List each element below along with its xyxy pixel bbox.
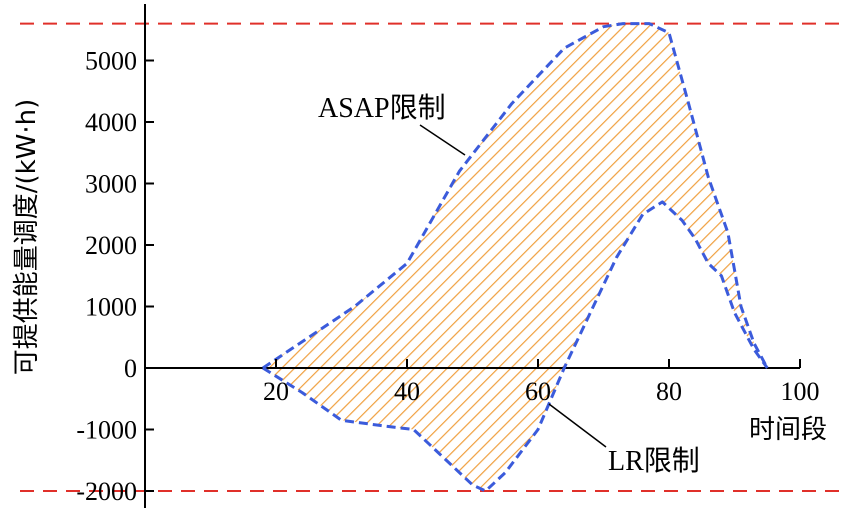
axes (144, 4, 800, 508)
y-tick-label: 4000 (85, 108, 137, 137)
y-tick-label: 0 (124, 354, 137, 383)
y-axis-title: 可提供能量调度/(kW·h) (12, 99, 42, 376)
x-axis-title: 时间段 (749, 415, 827, 445)
lr-leader-line (548, 403, 607, 448)
hatched-area (262, 23, 768, 491)
labels: 可提供能量调度/(kW·h) 时间段 ASAP限制 LR限制 (12, 92, 827, 477)
y-tick-label: -1000 (76, 416, 137, 445)
x-tick-label: 100 (781, 377, 820, 406)
annotation-lr: LR限制 (608, 445, 700, 477)
series-lr-line (262, 200, 769, 493)
y-tick-label: 2000 (85, 231, 137, 260)
y-tick-label: 3000 (85, 170, 137, 199)
y-tick-label: -2000 (76, 477, 137, 506)
feasible-region (262, 23, 768, 491)
y-tick-label: 5000 (85, 47, 137, 76)
x-tick-label: 40 (394, 377, 420, 406)
x-tick-label: 20 (263, 377, 289, 406)
annotation-asap: ASAP限制 (318, 92, 446, 124)
x-tick-label: 60 (525, 377, 551, 406)
y-tick-label: 1000 (85, 293, 137, 322)
series (262, 22, 769, 493)
asap-leader-line (419, 124, 466, 156)
series-asap-line (262, 22, 769, 370)
x-tick-label: 80 (656, 377, 682, 406)
ticks: 20 40 60 80 100 5000 4000 3000 2000 1000 0 -1000 -20… (76, 47, 819, 507)
